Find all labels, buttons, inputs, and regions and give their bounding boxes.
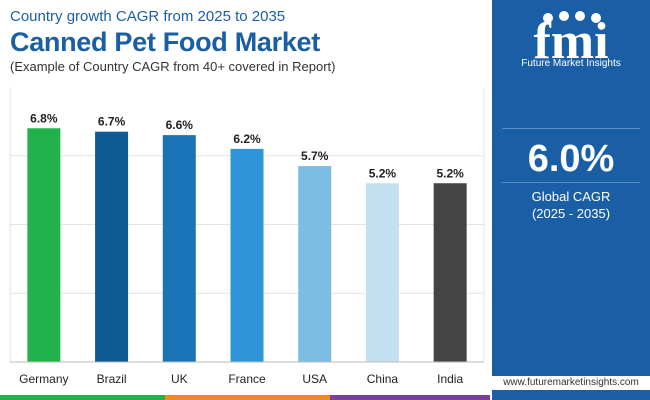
- divider: [502, 128, 640, 129]
- global-cagr-label: Global CAGR (2025 - 2035): [492, 188, 650, 222]
- chart-title: Canned Pet Food Market: [10, 27, 320, 57]
- data-label: 6.2%: [233, 132, 261, 146]
- bar-chart: 6.8% Germany 6.7% Brazil 6.6% UK 6.2% France 5.7…: [9, 87, 485, 386]
- x-tick-label: France: [228, 372, 266, 386]
- header: Country growth CAGR from 2025 to 2035 Ca…: [10, 8, 490, 75]
- bar-uk: [162, 135, 196, 362]
- bar-germany: [27, 128, 61, 362]
- footer-color-segment: [0, 395, 165, 400]
- x-tick-label: China: [367, 372, 399, 386]
- website-link[interactable]: www.futuremarketinsights.com: [492, 376, 650, 390]
- global-cagr-period: (2025 - 2035): [531, 206, 611, 221]
- global-cagr-label-line1: Global CAGR: [531, 189, 611, 204]
- x-tick-label: Germany: [19, 372, 68, 386]
- chart-subtitle: (Example of Country CAGR from 40+ covere…: [10, 59, 336, 74]
- bar-usa: [298, 166, 332, 362]
- footer-color-segment: [165, 395, 330, 400]
- x-tick-label: Brazil: [97, 372, 127, 386]
- side-panel: fmi Future Market Insights 6.0% Global C…: [492, 0, 650, 400]
- bar-china: [365, 183, 399, 362]
- logo-caption: Future Market Insights: [521, 58, 621, 69]
- bar-india: [433, 183, 467, 362]
- bar-france: [230, 148, 264, 362]
- footer-color-segment: [330, 395, 490, 400]
- data-label: 5.2%: [369, 166, 397, 180]
- data-label: 6.7%: [98, 115, 126, 129]
- chart-kicker: Country growth CAGR from 2025 to 2035: [10, 8, 286, 25]
- bar-brazil: [95, 131, 129, 362]
- data-label: 5.7%: [301, 149, 329, 163]
- divider: [502, 182, 640, 183]
- x-tick-label: USA: [302, 372, 327, 386]
- x-tick-label: UK: [171, 372, 188, 386]
- data-label: 6.6%: [166, 118, 194, 132]
- global-cagr-value: 6.0%: [527, 138, 615, 180]
- x-tick-label: India: [437, 372, 463, 386]
- data-label: 5.2%: [436, 166, 464, 180]
- fmi-logo-icon: fmi: [533, 11, 609, 70]
- data-label: 6.8%: [30, 111, 58, 125]
